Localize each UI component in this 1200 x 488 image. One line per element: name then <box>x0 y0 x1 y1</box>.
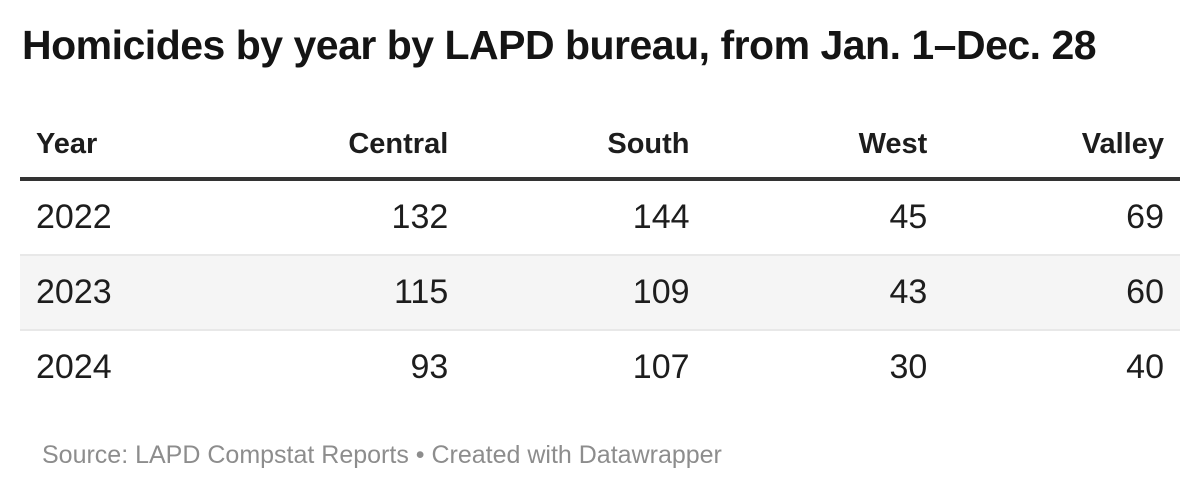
cell-year: 2022 <box>20 179 225 256</box>
column-header-year: Year <box>20 113 225 181</box>
cell-value: 107 <box>632 348 690 386</box>
cell-value: 30 <box>889 348 928 386</box>
table-row-2022: 2022 132 144 45 69 <box>20 179 1180 256</box>
table-header-row: Year Central South West Valley <box>20 113 1180 181</box>
column-header-central: Central <box>224 113 465 181</box>
chart-container: Homicides by year by LAPD bureau, from J… <box>20 22 1180 469</box>
cell-value: 43 <box>705 255 944 331</box>
cell-value: 144 <box>464 179 706 256</box>
cell-year: 2024 <box>36 348 112 386</box>
page-title: Homicides by year by LAPD bureau, from J… <box>22 22 1097 68</box>
cell-value: 93 <box>410 348 449 386</box>
column-header-valley: Valley <box>943 113 1180 181</box>
cell-value: 45 <box>705 179 944 256</box>
cell-value: 109 <box>464 255 706 331</box>
cell-value: 40 <box>1126 348 1164 386</box>
cell-value: 115 <box>224 255 465 331</box>
table-row-2024: 2024 93 107 30 40 <box>20 330 1180 404</box>
cell-value: 60 <box>943 255 1180 331</box>
cell-value: 132 <box>224 179 465 256</box>
cell-year: 2023 <box>20 255 225 331</box>
column-header-south: South <box>464 113 706 181</box>
source-attribution: Source: LAPD Compstat Reports • Created … <box>42 441 722 469</box>
column-header-west: West <box>705 113 944 181</box>
data-table: Year Central South West Valley 2022 132 … <box>20 113 1180 404</box>
cell-value: 69 <box>943 179 1180 256</box>
table-row-2023: 2023 115 109 43 60 <box>20 255 1180 331</box>
